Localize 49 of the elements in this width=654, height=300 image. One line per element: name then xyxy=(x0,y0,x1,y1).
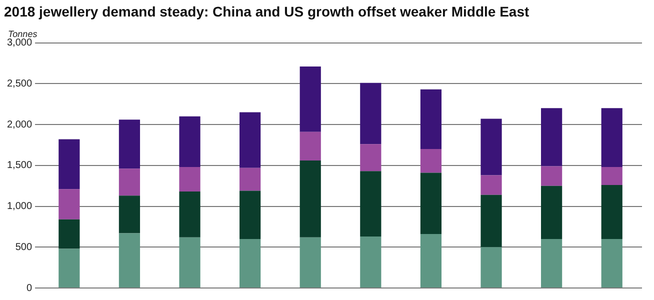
y-axis-title: Tonnes xyxy=(8,28,38,39)
bar xyxy=(601,238,622,288)
bar xyxy=(360,144,382,172)
bar xyxy=(480,118,502,176)
bar xyxy=(541,238,562,288)
bar xyxy=(58,248,80,288)
bar xyxy=(360,171,382,237)
bar xyxy=(58,219,80,249)
bar xyxy=(179,167,200,192)
bar xyxy=(240,190,261,239)
bar xyxy=(300,132,321,160)
bar xyxy=(179,192,200,238)
y-tick-label: 0 xyxy=(26,282,32,294)
bar xyxy=(541,186,562,239)
bar xyxy=(118,196,140,234)
bar xyxy=(300,160,321,238)
y-tick-label: 2,000 xyxy=(6,119,32,130)
bar xyxy=(360,82,382,144)
bar xyxy=(601,185,622,239)
bar xyxy=(541,108,562,166)
y-tick-label: 2,500 xyxy=(6,78,32,90)
bar xyxy=(420,172,442,234)
bar xyxy=(601,108,622,168)
y-tick-label: 500 xyxy=(15,242,32,253)
bar xyxy=(420,234,442,288)
bar xyxy=(118,233,140,288)
bar xyxy=(601,167,622,186)
bar xyxy=(480,247,502,288)
bar xyxy=(300,66,321,132)
bar xyxy=(118,120,140,169)
bar xyxy=(240,238,261,288)
bar xyxy=(541,166,562,186)
bar xyxy=(360,236,382,288)
y-tick-label: 3,000 xyxy=(6,38,32,49)
bar xyxy=(118,168,140,196)
bar xyxy=(420,149,442,173)
y-tick-label: 1,000 xyxy=(6,201,32,212)
y-tick-label: 1,500 xyxy=(6,160,32,172)
chart-title: 2018 jewellery demand steady: China and US growth offset weaker Middle East xyxy=(4,3,530,20)
bar xyxy=(420,89,442,150)
bar xyxy=(240,168,261,191)
bar xyxy=(179,237,200,288)
bar xyxy=(179,116,200,168)
bar xyxy=(58,189,80,220)
bar xyxy=(58,139,80,190)
bar xyxy=(300,237,321,288)
bar xyxy=(480,175,502,195)
bar xyxy=(240,112,261,168)
bar xyxy=(480,194,502,248)
